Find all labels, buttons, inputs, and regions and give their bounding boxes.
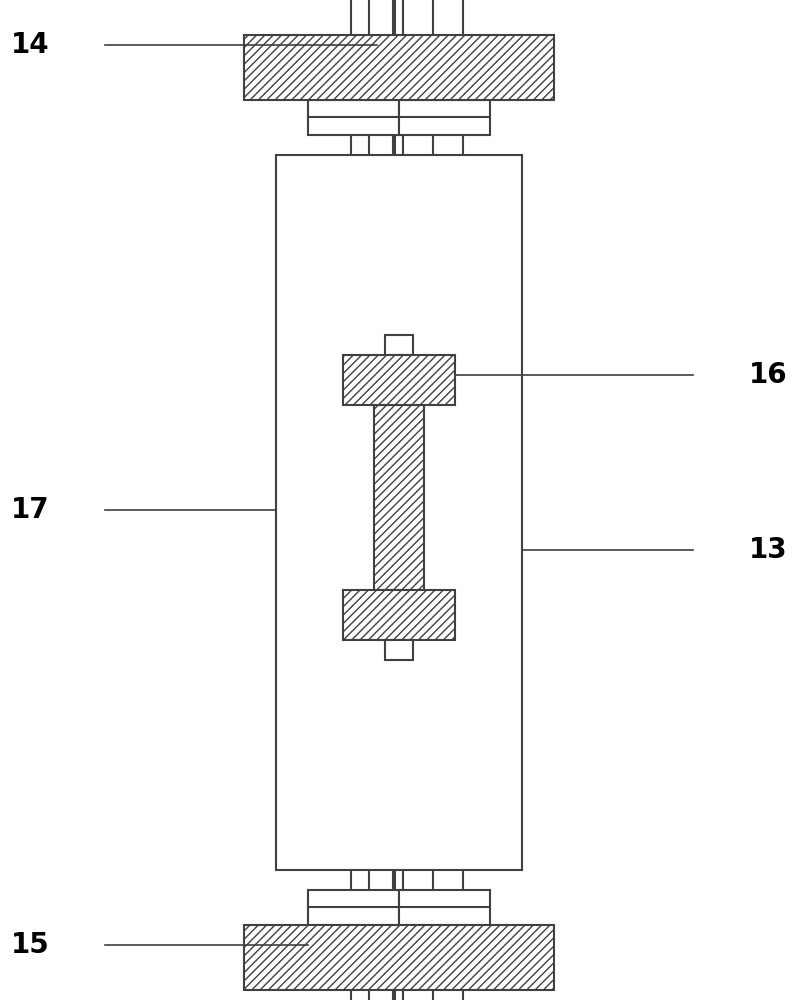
Bar — [399, 890, 491, 925]
Bar — [276, 155, 522, 870]
Bar — [385, 335, 413, 355]
Bar — [343, 355, 455, 405]
Bar — [399, 100, 491, 135]
Text: 16: 16 — [749, 361, 788, 389]
Bar — [343, 590, 455, 640]
Bar — [308, 890, 399, 925]
Bar — [385, 640, 413, 660]
Text: 14: 14 — [10, 31, 49, 59]
Bar — [350, 0, 395, 1000]
Bar — [373, 405, 425, 590]
Text: 15: 15 — [10, 931, 49, 959]
Bar — [369, 0, 393, 1000]
Text: 17: 17 — [10, 496, 49, 524]
Bar — [308, 100, 399, 135]
Bar — [403, 0, 464, 1000]
Bar — [244, 35, 554, 100]
Bar — [403, 0, 433, 1000]
Text: 13: 13 — [749, 536, 788, 564]
Bar — [244, 925, 554, 990]
